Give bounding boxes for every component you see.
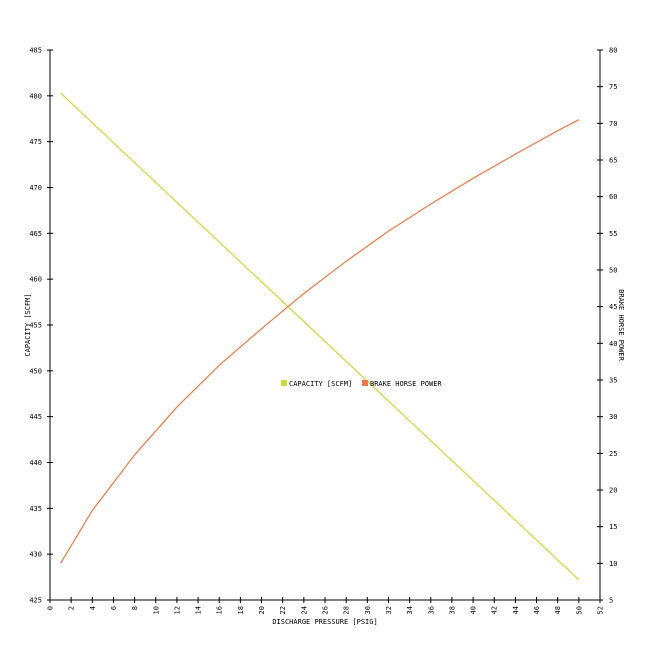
legend-swatch-brake-horse-power (362, 380, 368, 386)
x-tick-label: 18 (237, 606, 245, 614)
y-left-tick-label: 425 (29, 597, 42, 605)
axes-group: 0 2 4 6 8 10 12 14 16 18 20 22 24 26 28 30 32 34 36 38 40 42 4… (29, 47, 617, 615)
x-tick-label: 16 (216, 606, 224, 614)
x-tick-label: 32 (385, 606, 393, 614)
y-right-tick-label: 15 (609, 523, 617, 531)
x-tick-label: 8 (131, 606, 139, 610)
legend-swatch-capacity (281, 380, 287, 386)
y-left-tick-label: 465 (29, 230, 42, 238)
series-line-brake-horse-power (60, 119, 580, 564)
y-right-tick-label: 60 (609, 193, 617, 201)
y-right-tick-label: 5 (609, 597, 613, 605)
x-tick-label: 14 (195, 606, 203, 614)
legend: CAPACITY [SCFM] BRAKE HORSE POWER (281, 380, 442, 388)
y-right-tick-label: 65 (609, 157, 617, 165)
x-axis-label: DISCHARGE PRESSURE [PSIG] (272, 618, 377, 626)
plot-area (60, 92, 580, 581)
x-tick-label: 48 (554, 606, 562, 614)
y-left-tick-label: 440 (29, 459, 42, 467)
x-tick-label: 2 (68, 606, 76, 610)
y-left-tick-label: 430 (29, 551, 42, 559)
series-line-capacity (60, 92, 580, 581)
x-tick-label: 38 (448, 606, 456, 614)
x-tick-label: 10 (152, 606, 160, 614)
y-right-tick-label: 25 (609, 450, 617, 458)
x-tick-label: 6 (110, 606, 118, 610)
y-left-tick-label: 475 (29, 138, 42, 146)
legend-label-capacity: CAPACITY [SCFM] (289, 380, 352, 388)
y-axis-left-label: CAPACITY [SCFM] (24, 293, 32, 356)
y-left-tick-label: 480 (29, 92, 42, 100)
y-left-tick-label: 435 (29, 505, 42, 513)
x-tick-label: 40 (470, 606, 478, 614)
x-tick-label: 4 (89, 606, 97, 610)
x-tick-label: 44 (512, 606, 520, 614)
y-right-tick-label: 35 (609, 377, 617, 385)
y-right-tick-label: 20 (609, 487, 617, 495)
y-axis-right-label: BRAKE HORSE POWER (617, 289, 625, 361)
y-left-tick-label: 460 (29, 276, 42, 284)
y-left-tick-label: 445 (29, 413, 42, 421)
y-right-tick-label: 10 (609, 560, 617, 568)
x-tick-label: 26 (322, 606, 330, 614)
y-right-tick-label: 55 (609, 230, 617, 238)
y-right-tick-label: 80 (609, 47, 617, 55)
y-right-tick-label: 50 (609, 267, 617, 275)
x-tick-label: 28 (343, 606, 351, 614)
y-right-tick-label: 70 (609, 120, 617, 128)
x-tick-label: 50 (575, 606, 583, 614)
y-left-tick-label: 455 (29, 322, 42, 330)
x-tick-label: 20 (258, 606, 266, 614)
x-tick-label: 12 (173, 606, 181, 614)
y-right-tick-label: 40 (609, 340, 617, 348)
x-tick-label: 22 (279, 606, 287, 614)
x-tick-label: 0 (47, 606, 55, 610)
x-tick-label: 36 (427, 606, 435, 614)
y-right-tick-label: 75 (609, 83, 617, 91)
y-left-tick-label: 450 (29, 367, 42, 375)
x-tick-label: 30 (364, 606, 372, 614)
legend-label-brake-horse-power: BRAKE HORSE POWER (370, 380, 442, 388)
y-left-tick-label: 485 (29, 47, 42, 55)
x-tick-label: 46 (533, 606, 541, 614)
x-tick-label: 52 (597, 606, 605, 614)
x-tick-label: 34 (406, 606, 414, 614)
x-tick-label: 42 (491, 606, 499, 614)
x-tick-label: 24 (300, 606, 308, 614)
y-right-tick-label: 45 (609, 303, 617, 311)
y-left-tick-label: 470 (29, 184, 42, 192)
y-right-tick-label: 30 (609, 413, 617, 421)
